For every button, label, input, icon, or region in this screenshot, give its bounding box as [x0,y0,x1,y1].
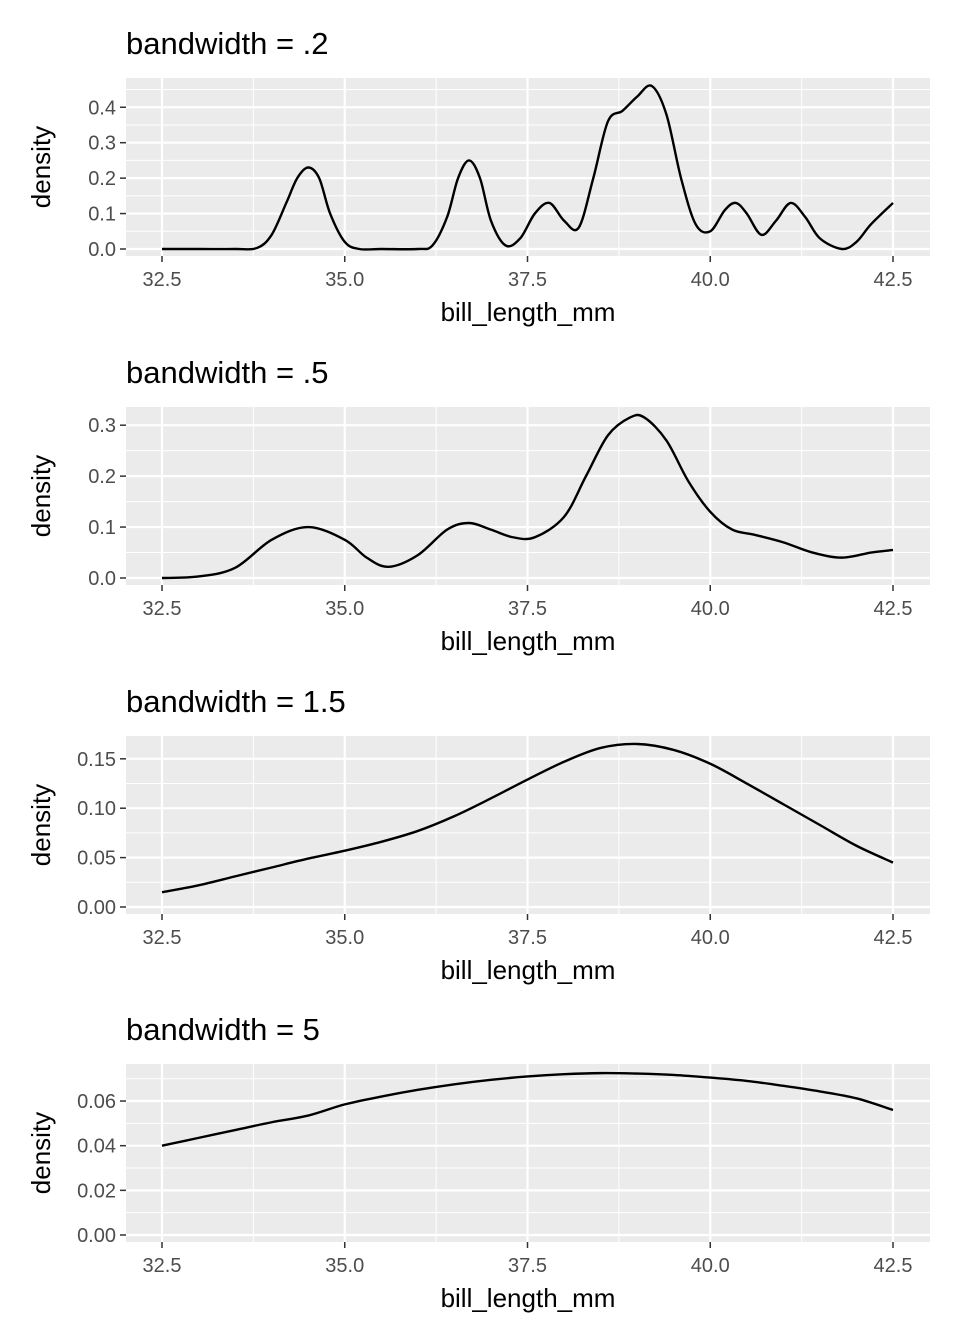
y-axis-title: density [26,784,56,866]
panel-title: bandwidth = 5 [126,1012,320,1047]
x-tick-label: 40.0 [691,927,730,949]
panel-title: bandwidth = 1.5 [126,684,346,719]
y-tick-label: 0.1 [88,204,116,226]
x-axis-title: bill_length_mm [441,1283,616,1313]
x-tick-label: 32.5 [143,598,182,620]
density-panel-2: bandwidth = .5 32.5 35.0 37.5 40.0 42.5 0.0 0.1… [26,355,930,656]
x-axis-title: bill_length_mm [441,626,616,656]
x-tick-label: 37.5 [508,598,547,620]
x-tick-label: 42.5 [874,1255,913,1277]
y-tick-label: 0.1 [88,517,116,539]
x-tick-label: 40.0 [691,269,730,291]
y-tick-label: 0.2 [88,466,116,488]
y-tick-label: 0.02 [77,1180,116,1202]
x-tick-label: 37.5 [508,1255,547,1277]
x-tick-label: 32.5 [143,1255,182,1277]
x-tick-label: 40.0 [691,598,730,620]
panel-title: bandwidth = .2 [126,26,329,61]
y-tick-label: 0.00 [77,897,116,919]
x-tick-label: 35.0 [325,1255,364,1277]
x-tick-label: 35.0 [325,269,364,291]
y-tick-label: 0.2 [88,168,116,190]
x-tick-label: 37.5 [508,927,547,949]
panel-title: bandwidth = .5 [126,355,329,390]
density-panel-3: bandwidth = 1.5 32.5 35.0 37.5 40.0 42.5 0.00 0… [26,684,930,985]
y-tick-label: 0.06 [77,1091,116,1113]
x-tick-label: 42.5 [874,598,913,620]
x-tick-label: 42.5 [874,927,913,949]
y-tick-label: 0.3 [88,415,116,437]
y-axis-title: density [26,126,56,208]
density-curve [161,413,894,580]
y-tick-label: 0.05 [77,848,116,870]
x-tick-label: 32.5 [143,269,182,291]
density-curve [161,1071,894,1147]
density-curve [162,84,894,251]
density-curve [161,742,894,894]
y-axis-title: density [26,455,56,537]
x-axis-title: bill_length_mm [441,955,616,985]
y-axis-title: density [26,1112,56,1194]
density-panel-4: bandwidth = 5 32.5 35.0 37.5 40.0 42.5 0.00 0.0… [26,1012,930,1313]
y-tick-label: 0.0 [88,568,116,590]
x-tick-label: 35.0 [325,927,364,949]
y-tick-label: 0.3 [88,133,116,155]
y-tick-label: 0.04 [77,1136,116,1158]
x-tick-label: 40.0 [691,1255,730,1277]
x-tick-label: 42.5 [874,269,913,291]
y-tick-label: 0.15 [77,749,116,771]
y-tick-label: 0.4 [88,97,116,119]
y-tick-label: 0.00 [77,1225,116,1247]
x-tick-label: 35.0 [325,598,364,620]
y-tick-label: 0.0 [88,239,116,261]
x-tick-label: 32.5 [143,927,182,949]
x-tick-label: 37.5 [508,269,547,291]
density-panel-1: bandwidth = .2 32.5 35.0 37.5 40.0 42.5 0.0 0.1… [26,26,930,327]
x-axis-title: bill_length_mm [441,297,616,327]
y-tick-label: 0.10 [77,798,116,820]
